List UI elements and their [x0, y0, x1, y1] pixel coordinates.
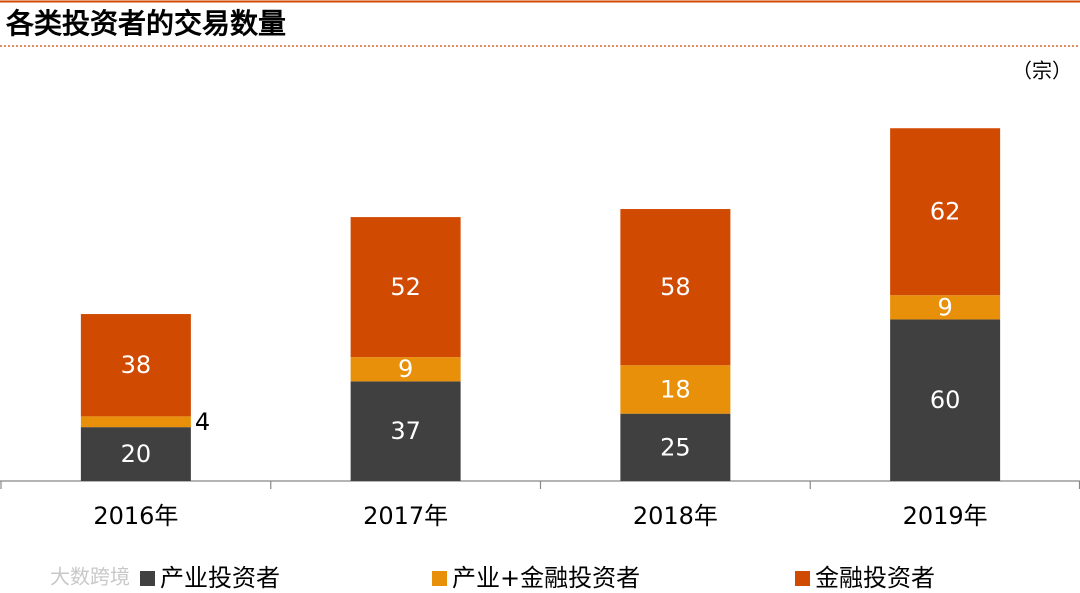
bar-segment	[620, 209, 731, 366]
legend-swatch	[795, 571, 810, 586]
data-label: 18	[660, 375, 691, 403]
data-label: 62	[930, 198, 961, 226]
bar-segment	[890, 319, 1001, 481]
bar-segment	[80, 416, 191, 428]
x-tick-label: 2016年	[93, 502, 178, 530]
data-label: 25	[660, 433, 691, 461]
data-label: 52	[390, 273, 421, 301]
legend-label: 金融投资者	[815, 564, 935, 592]
data-label: 58	[660, 273, 691, 301]
x-tick-label: 2019年	[903, 502, 988, 530]
bar-segment	[80, 314, 191, 417]
bar-segment	[350, 357, 461, 382]
unit-label: （宗）	[1012, 59, 1072, 83]
bar-segment	[350, 381, 461, 481]
legend-label: 产业投资者	[160, 564, 280, 592]
data-label: 4	[195, 408, 210, 436]
bar-segment	[620, 365, 731, 414]
bar-segment	[620, 413, 731, 481]
x-tick-label: 2017年	[363, 502, 448, 530]
bar-segment	[890, 295, 1001, 320]
legend-label: 产业+金融投资者	[452, 564, 640, 592]
chart-title: 各类投资者的交易数量	[5, 7, 286, 40]
data-label: 20	[121, 440, 152, 468]
data-label: 9	[937, 293, 952, 321]
data-label: 37	[390, 417, 421, 445]
x-tick-label: 2018年	[633, 502, 718, 530]
data-label: 9	[398, 355, 413, 383]
legend-swatch	[432, 571, 447, 586]
bar-segment	[80, 427, 191, 481]
data-label: 60	[930, 386, 961, 414]
legend-swatch	[140, 571, 155, 586]
bar-segment	[350, 217, 461, 358]
watermark: 大数跨境	[50, 565, 130, 589]
data-label: 38	[121, 351, 152, 379]
bar-segment	[890, 128, 1001, 296]
